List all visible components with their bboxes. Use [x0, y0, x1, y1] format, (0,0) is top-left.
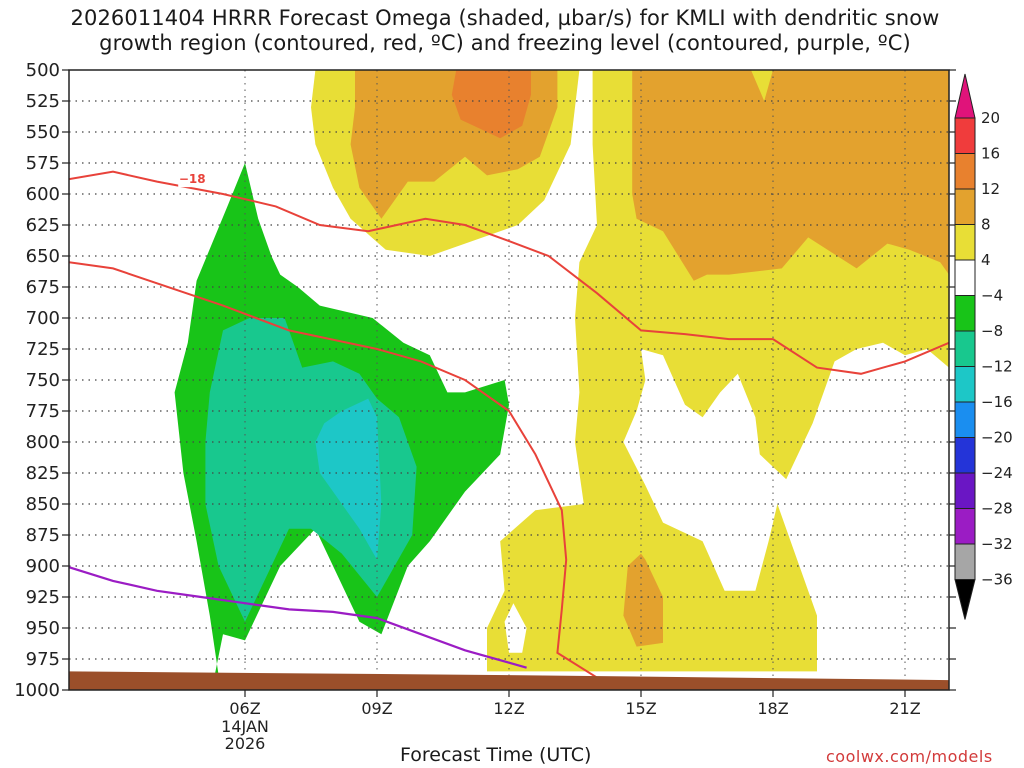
colorbar-band-10 — [954, 437, 976, 474]
omega-region-1 — [205, 318, 417, 622]
y-tick-label-500: 500 — [26, 60, 60, 81]
colorbar-band-12 — [954, 508, 976, 545]
colorbar-band-4 — [954, 224, 976, 261]
x-tick-label-6: 06Z — [229, 699, 260, 718]
x-tick-label-12: 12Z — [493, 699, 524, 718]
y-tick-label-925: 925 — [26, 587, 60, 608]
y-tick-label-875: 875 — [26, 525, 60, 546]
colorbar-band-5 — [954, 259, 976, 296]
colorbar-band-9 — [954, 401, 976, 438]
y-tick-label-750: 750 — [26, 370, 60, 391]
contour-label-bg-1 — [706, 730, 734, 746]
y-tick-label-550: 550 — [26, 122, 60, 143]
y-tick-label-525: 525 — [26, 91, 60, 112]
dgz-contour-1 — [69, 261, 629, 690]
freezing-level-contour — [69, 566, 527, 669]
chart-title-line-2: growth region (contoured, red, ºC) and f… — [99, 31, 911, 55]
omega-region-9 — [504, 603, 527, 653]
colorbar-top-arrow — [954, 73, 976, 119]
contour-label-0: −18 — [179, 172, 206, 186]
colorbar-label-1: 16 — [981, 145, 1000, 163]
source-credit: coolwx.com/models — [826, 747, 993, 766]
contour-lines: −18 −12 — [69, 170, 949, 746]
y-tick-label-800: 800 — [26, 432, 60, 453]
x-tick-label-15: 15Z — [625, 699, 656, 718]
y-tick-label-575: 575 — [26, 153, 60, 174]
omega-region-2 — [315, 398, 382, 560]
y-tick-label-975: 975 — [26, 649, 60, 670]
x-axis-label: Forecast Time (UTC) — [400, 744, 592, 766]
y-tick-label-650: 650 — [26, 246, 60, 267]
colorbar-bottom-arrow — [954, 579, 976, 620]
colorbar-label-3: 8 — [981, 216, 991, 234]
colorbar-band-7 — [954, 330, 976, 367]
colorbar-label-10: −24 — [981, 464, 1013, 482]
terrain-fill — [69, 671, 949, 690]
terrain-layer — [69, 671, 949, 690]
y-tick-label-725: 725 — [26, 339, 60, 360]
y-tick-label-900: 900 — [26, 556, 60, 577]
colorbar-label-4: 4 — [981, 251, 991, 269]
omega-region-5 — [451, 70, 531, 139]
dgz-contour-0 — [69, 170, 949, 375]
chart-title: 2026011404 HRRR Forecast Omega (shaded, … — [0, 6, 1010, 56]
x-tick-label-9: 09Z — [361, 699, 392, 718]
x-date-label-0: 14JAN — [221, 717, 269, 736]
colorbar-band-6 — [954, 295, 976, 332]
y-tick-label-600: 600 — [26, 184, 60, 205]
plot-axes: 500 525 550 575 600 625 650 675 700 725 750 775 800 8… — [14, 60, 956, 753]
y-tick-label-675: 675 — [26, 277, 60, 298]
x-tick-label-21: 21Z — [889, 699, 920, 718]
colorbar-label-0: 20 — [981, 109, 1000, 127]
y-tick-label-950: 950 — [26, 618, 60, 639]
colorbar-label-8: −16 — [981, 393, 1013, 411]
omega-region-8 — [623, 553, 663, 647]
colorbar-label-2: 12 — [981, 180, 1000, 198]
x-tick-label-18: 18Z — [757, 699, 788, 718]
colorbar-band-2 — [954, 153, 976, 190]
contour-label-bg-0 — [178, 171, 207, 188]
colorbar-label-7: −12 — [981, 358, 1013, 376]
chart-title-line-1: 2026011404 HRRR Forecast Omega (shaded, … — [70, 6, 940, 30]
omega-shaded-regions — [174, 70, 949, 690]
y-tick-label-850: 850 — [26, 494, 60, 515]
y-tick-label-775: 775 — [26, 401, 60, 422]
colorbar-band-8 — [954, 366, 976, 403]
colorbar-band-1 — [954, 117, 976, 154]
omega-region-7 — [632, 70, 949, 281]
colorbar-label-11: −28 — [981, 500, 1013, 518]
y-tick-label-625: 625 — [26, 215, 60, 236]
omega-colorbar: 20 16 12 8 4 −4 −8 −12 −16 −20 −24 −28 −32 −36 — [954, 73, 1013, 620]
x-date-label-1: 2026 — [225, 734, 266, 753]
colorbar-band-3 — [954, 188, 976, 225]
contour-label-1: −12 — [707, 731, 734, 745]
colorbar-band-13 — [954, 543, 976, 580]
colorbar-label-6: −8 — [981, 322, 1003, 340]
colorbar-label-12: −32 — [981, 535, 1013, 553]
colorbar-band-11 — [954, 472, 976, 509]
y-tick-label-825: 825 — [26, 463, 60, 484]
colorbar-label-9: −20 — [981, 429, 1013, 447]
y-tick-label-1000: 1000 — [14, 680, 60, 701]
colorbar-label-13: −36 — [981, 571, 1013, 589]
colorbar-label-5: −4 — [981, 287, 1003, 305]
y-tick-label-700: 700 — [26, 308, 60, 329]
